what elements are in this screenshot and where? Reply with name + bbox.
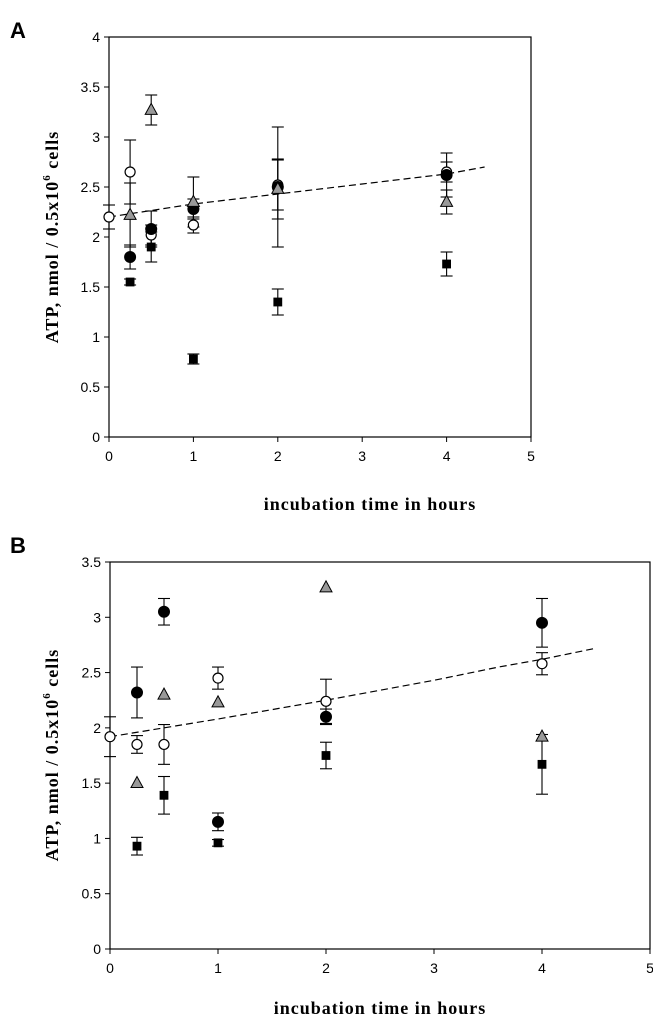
panel-a-open-circle-point (124, 166, 136, 178)
panel-a-y-tick-label: 2.5 (81, 179, 101, 195)
panel-b-open-circle-point (536, 658, 548, 670)
panel-b-x-tick-label: 3 (430, 960, 438, 976)
panel-a-trend-line (108, 166, 485, 218)
panel-b-x-tick-label: 2 (322, 960, 330, 976)
panel-b-plot-frame (109, 561, 651, 950)
panel-a-plot-frame (108, 36, 532, 438)
panel-b-triangle-point (535, 729, 549, 742)
panel-b-filled-square-point (132, 841, 142, 851)
panel-a-marks: 0 0.5 1 1.5 2 2.5 3 3.5 4 0 1 2 3 4 5 (81, 29, 536, 464)
panel-a-open-circle-point (103, 211, 115, 223)
panel-a-x-tick-label: 2 (274, 448, 282, 464)
panel-b-y-tick-label: 1 (93, 830, 101, 846)
panel-a-y-tick-label: 1 (92, 329, 100, 345)
panel-a-letter: A (10, 18, 26, 43)
panel-b-open-circle-point (131, 738, 143, 751)
panel-b-triangle-point (319, 579, 333, 593)
panel-b-y-tick-label: 3 (93, 609, 101, 625)
panel-b-x-tick-label: 0 (106, 960, 114, 976)
panel-a-y-tick-label: 3 (92, 129, 100, 145)
panel-b-filled-square-point (213, 838, 223, 848)
panel-a-open-circle-point (187, 219, 199, 231)
panel-b-x-tick-label: 4 (538, 960, 546, 976)
panel-a-y-axis-title: ATP, nmol / 0.5x106 cells (41, 131, 62, 344)
panel-a-triangle-point (186, 194, 201, 207)
panel-a-filled-square-point (442, 259, 452, 269)
panel-a-triangle-point (270, 181, 285, 194)
panel-a-x-axis-title: incubation time in hours (264, 494, 477, 514)
panel-b-triangle-point (130, 775, 144, 789)
panel-a-y-tick-label: 0.5 (81, 379, 101, 395)
panel-b-y-tick-label: 0.5 (82, 886, 102, 902)
panel-b-x-axis-title: incubation time in hours (274, 998, 487, 1018)
panel-b-open-circle-point (158, 738, 170, 751)
panel-b-x-tick-label: 5 (646, 960, 653, 976)
panel-b-filled-square-point (159, 790, 169, 800)
panel-a-filled-square-point (125, 277, 135, 287)
panel-a-y-tick-label: 0 (92, 429, 100, 445)
panel-b-open-circle-point (320, 695, 332, 707)
panel-a: A 0 0.5 1 1.5 2 2.5 3 3.5 4 0 1 2 3 4 5 incubation tim… (10, 18, 535, 514)
panel-b-trend-line (109, 647, 597, 738)
panel-b-y-tick-label: 1.5 (82, 775, 102, 791)
panel-a-y-tick-label: 1.5 (81, 279, 101, 295)
panel-a-filled-square-point (273, 297, 283, 307)
panel-b-y-tick-label: 3.5 (82, 554, 102, 570)
panel-b-filled-circle-point (320, 710, 332, 723)
panel-b-filled-circle-point (158, 605, 170, 618)
panel-a-triangle-point (123, 207, 137, 220)
panel-a-x-tick-label: 3 (358, 448, 366, 464)
panel-a-filled-square-point (188, 354, 198, 364)
panel-a-filled-circle-point (124, 251, 137, 263)
panel-a-filled-circle-point (145, 223, 158, 235)
panel-a-triangle-point (144, 102, 159, 115)
panel-b-y-tick-label: 2.5 (82, 665, 102, 681)
panel-b-y-tick-label: 0 (93, 941, 101, 957)
panel-b-filled-square-point (321, 751, 331, 760)
panel-b-triangle-point (157, 687, 171, 700)
panel-b-letter: B (10, 533, 26, 558)
panel-b-marks: 0 0.5 1 1.5 2 2.5 3 3.5 0 1 2 3 4 5 (82, 554, 653, 976)
panel-b-y-axis-title: ATP, nmol / 0.5x106 cells (41, 649, 62, 862)
panel-a-x-tick-label: 1 (190, 448, 198, 464)
panel-a-x-tick-label: 5 (527, 448, 535, 464)
panel-a-x-tick-label: 0 (105, 448, 113, 464)
panel-a-triangle-point (439, 194, 454, 207)
panel-b: B 0 0.5 1 1.5 2 2.5 3 3.5 0 1 2 3 4 5 incubation time… (10, 533, 653, 1018)
panel-b-filled-circle-point (131, 686, 143, 699)
panel-a-filled-circle-point (440, 169, 453, 181)
panel-b-y-tick-label: 2 (93, 720, 101, 736)
panel-a-y-tick-label: 4 (92, 29, 100, 45)
panel-b-triangle-point (211, 694, 225, 708)
panel-b-open-circle-point (104, 731, 116, 743)
panel-a-filled-square-point (146, 242, 156, 252)
panel-b-filled-circle-point (212, 815, 224, 828)
panel-a-x-tick-label: 4 (443, 448, 451, 464)
panel-a-y-tick-label: 3.5 (81, 79, 101, 95)
panel-b-filled-circle-point (536, 616, 548, 629)
panel-b-open-circle-point (212, 672, 224, 684)
panel-b-x-tick-label: 1 (214, 960, 222, 976)
panel-b-filled-square-point (537, 759, 547, 769)
panel-a-y-tick-label: 2 (92, 229, 100, 245)
